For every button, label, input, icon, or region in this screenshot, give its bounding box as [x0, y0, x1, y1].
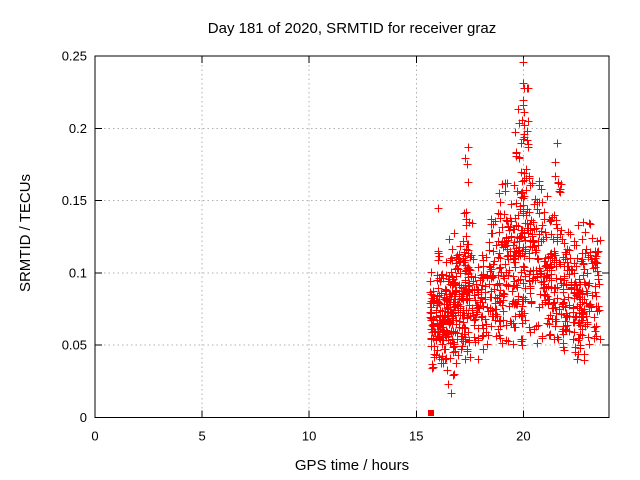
y-tick-label-0.2: 0.2: [69, 121, 87, 136]
scatter-plus-markers: [426, 58, 605, 398]
x-tick-label-0: 0: [91, 429, 98, 444]
chart-title: Day 181 of 2020, SRMTID for receiver gra…: [208, 20, 496, 37]
axis-ticks: [94, 55, 609, 418]
x-tick-label-15: 15: [409, 429, 423, 444]
x-axis-label: GPS time / hours: [295, 457, 409, 474]
filled-square-marker: [428, 410, 435, 417]
y-axis-label: SRMTID / TECUs: [17, 174, 34, 292]
x-tick-label-20: 20: [516, 429, 530, 444]
y-tick-label-0.05: 0.05: [62, 338, 87, 353]
y-tick-label-0.25: 0.25: [62, 49, 87, 64]
x-tick-label-10: 10: [302, 429, 316, 444]
data-points: [426, 58, 605, 417]
plot-frame: [94, 55, 610, 418]
tick-labels: 0 5 10 15 20 0 0.05 0.1 0.15 0.2 0.25: [62, 49, 531, 444]
y-tick-label-0.1: 0.1: [69, 265, 87, 280]
x-tick-label-5: 5: [198, 429, 205, 444]
y-tick-label-0: 0: [80, 410, 87, 425]
y-tick-label-0.15: 0.15: [62, 193, 87, 208]
